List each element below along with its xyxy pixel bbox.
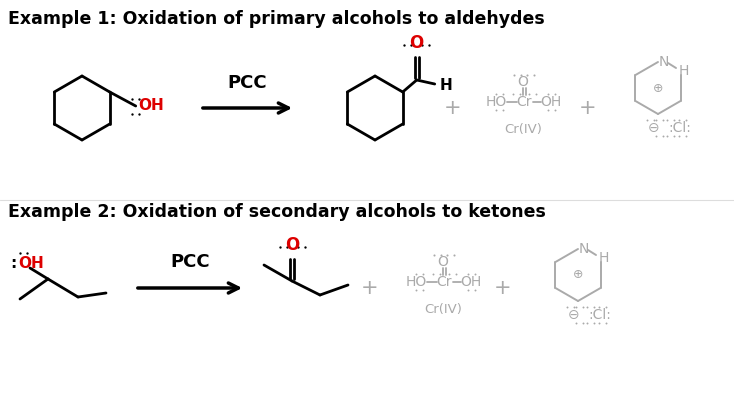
- Text: Cr(IV): Cr(IV): [424, 303, 462, 316]
- Text: :Cl:: :Cl:: [668, 121, 691, 135]
- Text: +: +: [444, 98, 462, 118]
- Text: H: H: [599, 251, 609, 265]
- Text: :Cl:: :Cl:: [588, 308, 611, 322]
- Text: N: N: [659, 55, 669, 69]
- Text: HO: HO: [485, 95, 506, 109]
- Text: O: O: [517, 75, 528, 89]
- Text: ⊕: ⊕: [653, 82, 664, 95]
- Text: OH: OH: [540, 95, 562, 109]
- Text: OH: OH: [18, 255, 44, 271]
- Text: PCC: PCC: [170, 253, 210, 271]
- Text: ⊖: ⊖: [648, 121, 660, 135]
- Text: PCC: PCC: [228, 74, 267, 92]
- Text: OH: OH: [460, 275, 482, 289]
- Text: N: N: [579, 242, 589, 256]
- Text: H: H: [440, 78, 452, 93]
- Text: +: +: [579, 98, 597, 118]
- Text: O: O: [437, 255, 448, 269]
- Text: Example 1: Oxidation of primary alcohols to aldehydes: Example 1: Oxidation of primary alcohols…: [8, 10, 545, 28]
- Text: H: H: [679, 64, 689, 78]
- Text: Example 2: Oxidation of secondary alcohols to ketones: Example 2: Oxidation of secondary alcoho…: [8, 203, 546, 221]
- Text: O: O: [410, 34, 424, 52]
- Text: Cr: Cr: [436, 275, 451, 289]
- Text: Cr(IV): Cr(IV): [504, 123, 542, 136]
- Text: +: +: [361, 278, 379, 298]
- Text: ⊕: ⊕: [573, 268, 584, 282]
- Text: :: :: [10, 255, 16, 271]
- Text: O: O: [285, 236, 299, 254]
- Text: +: +: [494, 278, 512, 298]
- Text: Cr: Cr: [516, 95, 531, 109]
- Text: OH: OH: [139, 98, 164, 113]
- Text: HO: HO: [405, 275, 426, 289]
- Text: ⊖: ⊖: [568, 308, 580, 322]
